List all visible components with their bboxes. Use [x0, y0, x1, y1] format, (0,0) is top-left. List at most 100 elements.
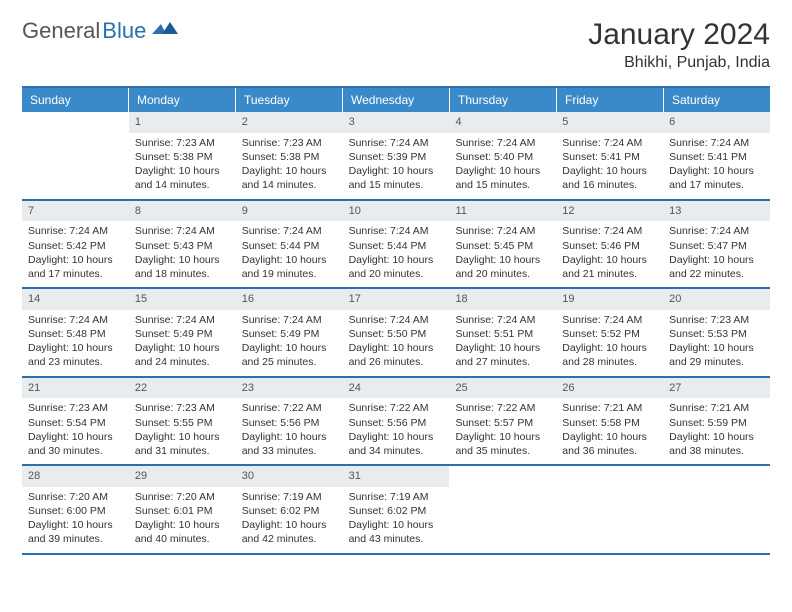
day-cell: 2Sunrise: 7:23 AMSunset: 5:38 PMDaylight…	[236, 112, 343, 199]
sunset-text: Sunset: 5:54 PM	[28, 416, 123, 430]
sunrise-text: Sunrise: 7:21 AM	[669, 401, 764, 415]
daylight-text: Daylight: 10 hours and 30 minutes.	[28, 430, 123, 458]
day-number: 25	[449, 378, 556, 399]
day-number: 22	[129, 378, 236, 399]
dow-sunday: Sunday	[22, 88, 129, 112]
sunrise-text: Sunrise: 7:24 AM	[455, 136, 550, 150]
sunrise-text: Sunrise: 7:20 AM	[135, 490, 230, 504]
sunset-text: Sunset: 5:51 PM	[455, 327, 550, 341]
day-body: Sunrise: 7:24 AMSunset: 5:44 PMDaylight:…	[236, 221, 343, 287]
day-body: Sunrise: 7:24 AMSunset: 5:44 PMDaylight:…	[343, 221, 450, 287]
sunrise-text: Sunrise: 7:24 AM	[562, 224, 657, 238]
day-body: Sunrise: 7:24 AMSunset: 5:42 PMDaylight:…	[22, 221, 129, 287]
sunrise-text: Sunrise: 7:24 AM	[135, 313, 230, 327]
day-number: 17	[343, 289, 450, 310]
daylight-text: Daylight: 10 hours and 25 minutes.	[242, 341, 337, 369]
sunset-text: Sunset: 5:48 PM	[28, 327, 123, 341]
sunrise-text: Sunrise: 7:24 AM	[349, 313, 444, 327]
sunset-text: Sunset: 5:46 PM	[562, 239, 657, 253]
sunset-text: Sunset: 5:57 PM	[455, 416, 550, 430]
sunset-text: Sunset: 5:41 PM	[669, 150, 764, 164]
week-row: .1Sunrise: 7:23 AMSunset: 5:38 PMDayligh…	[22, 112, 770, 201]
daylight-text: Daylight: 10 hours and 35 minutes.	[455, 430, 550, 458]
sunrise-text: Sunrise: 7:24 AM	[669, 224, 764, 238]
day-body: Sunrise: 7:24 AMSunset: 5:48 PMDaylight:…	[22, 310, 129, 376]
day-cell: 12 Sunrise: 7:24 AMSunset: 5:46 PMDayligh…	[556, 201, 663, 288]
day-cell: 23Sunrise: 7:22 AMSunset: 5:56 PMDayligh…	[236, 378, 343, 465]
sunrise-text: Sunrise: 7:23 AM	[135, 401, 230, 415]
daylight-text: Daylight: 10 hours and 18 minutes.	[135, 253, 230, 281]
day-number: 26	[556, 378, 663, 399]
sunrise-text: Sunrise: 7:23 AM	[135, 136, 230, 150]
sunset-text: Sunset: 5:47 PM	[669, 239, 764, 253]
sunset-text: Sunset: 5:42 PM	[28, 239, 123, 253]
day-number: 10	[343, 201, 450, 222]
sunrise-text: Sunrise: 7:24 AM	[242, 224, 337, 238]
day-number: 14	[22, 289, 129, 310]
sunrise-text: Sunrise: 7:24 AM	[349, 224, 444, 238]
week-row: 7Sunrise: 7:24 AMSunset: 5:42 PMDaylight…	[22, 201, 770, 290]
day-cell: 8Sunrise: 7:24 AMSunset: 5:43 PMDaylight…	[129, 201, 236, 288]
day-number: 27	[663, 378, 770, 399]
dow-thursday: Thursday	[450, 88, 557, 112]
daylight-text: Daylight: 10 hours and 26 minutes.	[349, 341, 444, 369]
dow-monday: Monday	[129, 88, 236, 112]
sunrise-text: Sunrise: 7:24 AM	[669, 136, 764, 150]
day-body: Sunrise: 7:20 AMSunset: 6:01 PMDaylight:…	[129, 487, 236, 553]
day-cell: 21Sunrise: 7:23 AMSunset: 5:54 PMDayligh…	[22, 378, 129, 465]
day-number: 7	[22, 201, 129, 222]
day-number: 9	[236, 201, 343, 222]
sunset-text: Sunset: 5:40 PM	[455, 150, 550, 164]
day-cell: .	[22, 112, 129, 199]
day-body: Sunrise: 7:23 AMSunset: 5:54 PMDaylight:…	[22, 398, 129, 464]
sunrise-text: Sunrise: 7:23 AM	[242, 136, 337, 150]
week-row: 21Sunrise: 7:23 AMSunset: 5:54 PMDayligh…	[22, 378, 770, 467]
day-cell: 10Sunrise: 7:24 AMSunset: 5:44 PMDayligh…	[343, 201, 450, 288]
sunrise-text: Sunrise: 7:24 AM	[562, 136, 657, 150]
sunset-text: Sunset: 5:56 PM	[349, 416, 444, 430]
day-body: Sunrise: 7:20 AMSunset: 6:00 PMDaylight:…	[22, 487, 129, 553]
day-cell: 22Sunrise: 7:23 AMSunset: 5:55 PMDayligh…	[129, 378, 236, 465]
day-body: Sunrise: 7:22 AMSunset: 5:57 PMDaylight:…	[449, 398, 556, 464]
day-body: Sunrise: 7:23 AMSunset: 5:55 PMDaylight:…	[129, 398, 236, 464]
day-number: 20	[663, 289, 770, 310]
daylight-text: Daylight: 10 hours and 17 minutes.	[28, 253, 123, 281]
day-number: 19	[556, 289, 663, 310]
day-body: Sunrise: 7:24 AMSunset: 5:40 PMDaylight:…	[449, 133, 556, 199]
day-number: 13	[663, 201, 770, 222]
daylight-text: Daylight: 10 hours and 17 minutes.	[669, 164, 764, 192]
sunset-text: Sunset: 5:41 PM	[562, 150, 657, 164]
daylight-text: Daylight: 10 hours and 24 minutes.	[135, 341, 230, 369]
sunset-text: Sunset: 5:39 PM	[349, 150, 444, 164]
sunrise-text: Sunrise: 7:24 AM	[349, 136, 444, 150]
day-number: 1	[129, 112, 236, 133]
day-body: Sunrise: 7:19 AMSunset: 6:02 PMDaylight:…	[236, 487, 343, 553]
day-body: Sunrise: 7:22 AMSunset: 5:56 PMDaylight:…	[236, 398, 343, 464]
daylight-text: Daylight: 10 hours and 36 minutes.	[562, 430, 657, 458]
sunset-text: Sunset: 5:44 PM	[242, 239, 337, 253]
day-number: 24	[343, 378, 450, 399]
day-cell: .	[449, 466, 556, 553]
day-cell: 14Sunrise: 7:24 AMSunset: 5:48 PMDayligh…	[22, 289, 129, 376]
day-body: Sunrise: 7:24 AMSunset: 5:43 PMDaylight:…	[129, 221, 236, 287]
title-block: January 2024 Bhikhi, Punjab, India	[588, 18, 770, 72]
daylight-text: Daylight: 10 hours and 40 minutes.	[135, 518, 230, 546]
calendar-grid: Sunday Monday Tuesday Wednesday Thursday…	[22, 86, 770, 555]
dow-wednesday: Wednesday	[343, 88, 450, 112]
day-body: Sunrise: 7:24 AMSunset: 5:47 PMDaylight:…	[663, 221, 770, 287]
day-number: 12	[556, 201, 663, 222]
day-body: Sunrise: 7:24 AMSunset: 5:45 PMDaylight:…	[449, 221, 556, 287]
sunset-text: Sunset: 5:55 PM	[135, 416, 230, 430]
day-cell: 13Sunrise: 7:24 AMSunset: 5:47 PMDayligh…	[663, 201, 770, 288]
day-cell: .	[663, 466, 770, 553]
daylight-text: Daylight: 10 hours and 21 minutes.	[562, 253, 657, 281]
logo-text-2: Blue	[102, 18, 146, 44]
day-cell: 17Sunrise: 7:24 AMSunset: 5:50 PMDayligh…	[343, 289, 450, 376]
dow-header-row: Sunday Monday Tuesday Wednesday Thursday…	[22, 88, 770, 112]
day-number: 2	[236, 112, 343, 133]
sunrise-text: Sunrise: 7:19 AM	[349, 490, 444, 504]
dow-saturday: Saturday	[664, 88, 770, 112]
day-number: 30	[236, 466, 343, 487]
day-cell: 20Sunrise: 7:23 AMSunset: 5:53 PMDayligh…	[663, 289, 770, 376]
sunset-text: Sunset: 5:45 PM	[455, 239, 550, 253]
